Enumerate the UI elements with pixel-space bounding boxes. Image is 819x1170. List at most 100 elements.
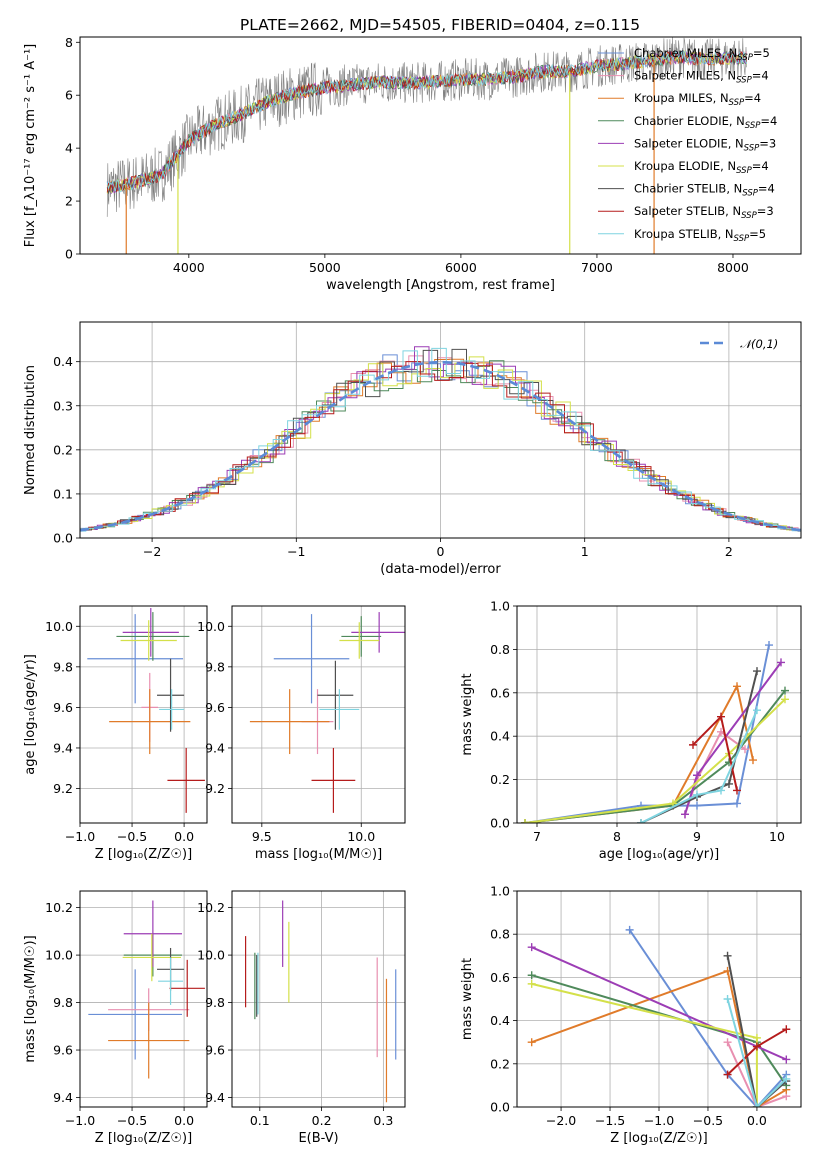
y-tick-label: 9.4 — [53, 1090, 73, 1105]
legend-label: Salpeter ELODIE, NSSP=3 — [634, 136, 776, 153]
x-tick-label: 8 — [613, 829, 621, 844]
legend-subscript: SSP — [734, 234, 750, 244]
x-axis-label: age [log₁₀(age/yr)] — [599, 847, 720, 862]
y-tick-label: 2 — [65, 194, 73, 209]
legend-label: Kroupa MILES, NSSP=4 — [634, 91, 761, 108]
legend-label: Kroupa ELODIE, NSSP=4 — [634, 159, 769, 176]
weight-line — [726, 955, 787, 1107]
y-tick-label: 0.0 — [490, 816, 510, 831]
legend-label: Salpeter MILES, NSSP=4 — [634, 69, 769, 86]
x-tick-label: 7 — [533, 829, 541, 844]
figure-title: PLATE=2662, MJD=54505, FIBERID=0404, z=0… — [240, 16, 640, 34]
residual-histogram — [80, 348, 801, 532]
model-spectrum — [106, 50, 747, 193]
legend-tail: =5 — [749, 227, 766, 241]
axes-frame — [231, 605, 406, 824]
x-axis-label: Z [log₁₀(Z/Z☉)] — [95, 847, 192, 862]
legend-text: Kroupa MILES, N — [634, 91, 729, 105]
legend-label: Salpeter STELIB, NSSP=3 — [634, 204, 774, 221]
weight-marker — [693, 801, 701, 810]
y-tick-label: 0.6 — [490, 970, 510, 985]
y-tick-label: 0.6 — [490, 685, 510, 700]
y-tick-label: 9.4 — [53, 740, 73, 755]
y-tick-label: 6 — [65, 88, 73, 103]
weight-marker — [723, 951, 732, 960]
weight-line — [640, 709, 758, 823]
y-axis-label: Normed distribution — [23, 365, 38, 495]
ebv_mass-panel: 0.1 0.2 0.3 9.4 9.6 9.8 10.0 10.2 E(B-V) — [197, 890, 406, 1146]
legend-text: Chabrier ELODIE, N — [634, 114, 745, 128]
z_age-panel: −1.0 −0.5 0.0 9.2 9.4 9.6 9.8 10.0 Z [log₁₀(Z/Z☉… — [23, 605, 208, 862]
x-tick-label: 10.0 — [347, 829, 375, 844]
x-axis-label: (data-model)/error — [380, 562, 501, 577]
weight-marker — [723, 995, 732, 1003]
legend-text: Salpeter STELIB, N — [634, 204, 741, 218]
weight-marker — [521, 819, 529, 823]
y-tick-label: 9.2 — [53, 781, 73, 796]
weight-marker — [752, 1103, 761, 1107]
y-tick-label: 0.3 — [53, 398, 73, 413]
errorbars — [87, 608, 205, 813]
y-tick-label: 10.0 — [197, 948, 225, 963]
x-tick-label: −1.0 — [65, 1113, 95, 1128]
weight-marker — [733, 799, 741, 808]
weight-marker — [752, 1033, 761, 1042]
y-axis-label: Flux [f_λ10⁻¹⁷ erg cm⁻² s⁻¹ A⁻¹] — [23, 44, 38, 248]
weight-line — [628, 929, 788, 1107]
y-tick-label: 9.8 — [53, 659, 73, 674]
legend-subscript: SSP — [736, 76, 752, 86]
weight-marker — [625, 925, 634, 934]
legend-tail: =4 — [752, 69, 769, 83]
weight-marker — [749, 756, 757, 765]
y-tick-label: 0.2 — [490, 1056, 510, 1071]
errorbars — [244, 900, 397, 1103]
legend-subscript: SSP — [745, 121, 761, 131]
y-tick-label: 9.6 — [53, 700, 73, 715]
legend-subscript: SSP — [736, 166, 752, 176]
weight-marker — [752, 1042, 761, 1051]
legend-text: Chabrier MILES, N — [634, 46, 737, 60]
residual-histogram — [80, 346, 801, 531]
y-tick-label: 9.6 — [53, 1043, 73, 1058]
x-tick-label: 7000 — [581, 260, 613, 275]
legend-tail: =3 — [759, 136, 776, 150]
x-tick-label: −1.5 — [595, 1113, 625, 1128]
x-tick-label: 0.0 — [174, 1113, 194, 1128]
legend-subscript: SSP — [729, 98, 745, 108]
y-tick-label: 9.8 — [53, 995, 73, 1010]
x-tick-label: −1.0 — [644, 1113, 674, 1128]
weight-marker — [782, 1055, 791, 1064]
weight-marker — [753, 667, 761, 676]
weight-marker — [527, 979, 536, 988]
y-tick-label: 9.8 — [205, 659, 225, 674]
x-tick-label: 5000 — [309, 260, 341, 275]
weight-marker — [527, 1038, 536, 1047]
x-axis-label: wavelength [Angstrom, rest frame] — [326, 278, 555, 293]
weight-line — [524, 644, 770, 823]
x-axis-label: Z [log₁₀(Z/Z☉)] — [610, 1131, 707, 1146]
legend-tail: =4 — [744, 91, 761, 105]
axes-frame — [79, 36, 802, 255]
legend-text: Salpeter ELODIE, N — [634, 136, 744, 150]
x-tick-label: 10 — [769, 829, 785, 844]
legend-label: Chabrier STELIB, NSSP=4 — [634, 182, 775, 199]
weight-marker — [782, 1025, 791, 1034]
legend-label: 𝒩(0,1) — [740, 337, 778, 351]
weight-marker — [527, 971, 536, 980]
weight-marker — [782, 1074, 791, 1083]
legend-label: Kroupa STELIB, NSSP=5 — [634, 227, 766, 244]
axes-frame — [79, 605, 208, 824]
weight-marker — [527, 943, 536, 952]
x-tick-label: −0.5 — [117, 829, 147, 844]
x-tick-label: 1 — [581, 544, 589, 559]
x-tick-label: 0.3 — [373, 1113, 393, 1128]
weight-line — [726, 1041, 787, 1107]
y-tick-label: 10.2 — [45, 900, 73, 915]
legend-text: Kroupa ELODIE, N — [634, 159, 736, 173]
x-tick-label: 9 — [693, 829, 701, 844]
weight-marker — [753, 706, 761, 715]
y-tick-label: 0.4 — [53, 354, 73, 369]
legend-tail: =4 — [760, 114, 777, 128]
weight-marker — [637, 819, 645, 823]
charts-layer: 4000 5000 6000 7000 8000 0 2 4 6 8 wavelength [Ang… — [23, 35, 802, 1146]
